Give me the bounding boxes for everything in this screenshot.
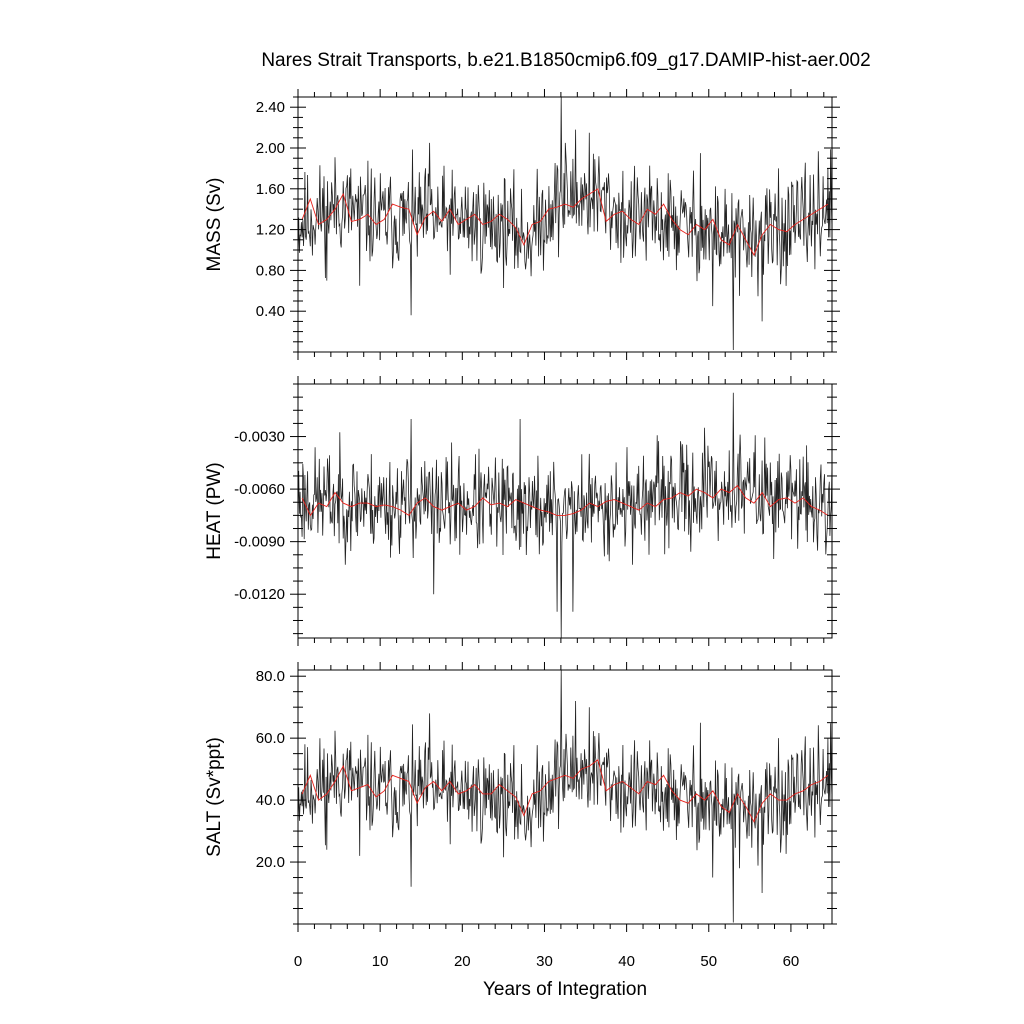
annual-mean-series-heat bbox=[301, 484, 829, 517]
y-tick-label-mass: 1.20 bbox=[256, 222, 285, 239]
y-tick-label-mass: 2.00 bbox=[256, 140, 285, 157]
monthly-series-salt bbox=[298, 670, 832, 923]
plot-frame-salt bbox=[297, 669, 833, 925]
y-tick-label-heat: -0.0030 bbox=[234, 429, 285, 446]
annual-mean-series-salt bbox=[301, 759, 829, 823]
y-axis-label-mass: MASS (Sv) bbox=[204, 178, 225, 272]
y-tick-label-salt: 60.0 bbox=[256, 730, 285, 747]
x-tick-label: 50 bbox=[700, 953, 717, 970]
x-tick-label: 30 bbox=[536, 953, 553, 970]
x-tick-label: 40 bbox=[618, 953, 635, 970]
plot-frame-heat bbox=[297, 383, 833, 639]
panel-salt: 20.0 40.0 60.0 80.0 SALT (Sv*ppt) 0 10 20 30 40 50… bbox=[204, 662, 840, 1000]
annual-mean-series-mass bbox=[301, 188, 829, 257]
x-tick-label: 0 bbox=[294, 953, 302, 970]
y-tick-label-mass: 0.80 bbox=[256, 262, 285, 279]
plot-frame-mass bbox=[297, 96, 833, 353]
panels: 0.40 0.80 1.20 1.60 2.00 2.40 MASS (Sv) -0.0030… bbox=[204, 89, 840, 1000]
monthly-series-heat bbox=[298, 392, 832, 638]
x-axis-label: Years of Integration bbox=[483, 979, 647, 1000]
y-tick-label-salt: 40.0 bbox=[256, 792, 285, 809]
y-tick-label-mass: 2.40 bbox=[256, 99, 285, 116]
x-tick-label: 10 bbox=[372, 953, 389, 970]
y-tick-label-mass: 0.40 bbox=[256, 303, 285, 320]
figure-title: Nares Strait Transports, b.e21.B1850cmip… bbox=[261, 50, 870, 71]
y-axis-label-salt: SALT (Sv*ppt) bbox=[204, 737, 225, 857]
y-tick-label-heat: -0.0090 bbox=[234, 534, 285, 551]
y-tick-label-mass: 1.60 bbox=[256, 181, 285, 198]
monthly-series-mass bbox=[298, 97, 832, 351]
panel-heat: -0.0030 -0.0060 -0.0090 -0.0120 HEAT (PW) bbox=[204, 376, 840, 646]
y-tick-label-salt: 80.0 bbox=[256, 668, 285, 685]
y-tick-label-heat: -0.0060 bbox=[234, 481, 285, 498]
x-tick-label: 60 bbox=[783, 953, 800, 970]
x-tick-label: 20 bbox=[454, 953, 471, 970]
y-tick-label-heat: -0.0120 bbox=[234, 586, 285, 603]
y-axis-label-heat: HEAT (PW) bbox=[204, 462, 225, 559]
panel-mass: 0.40 0.80 1.20 1.60 2.00 2.40 MASS (Sv) bbox=[204, 89, 840, 360]
y-tick-label-salt: 20.0 bbox=[256, 854, 285, 871]
